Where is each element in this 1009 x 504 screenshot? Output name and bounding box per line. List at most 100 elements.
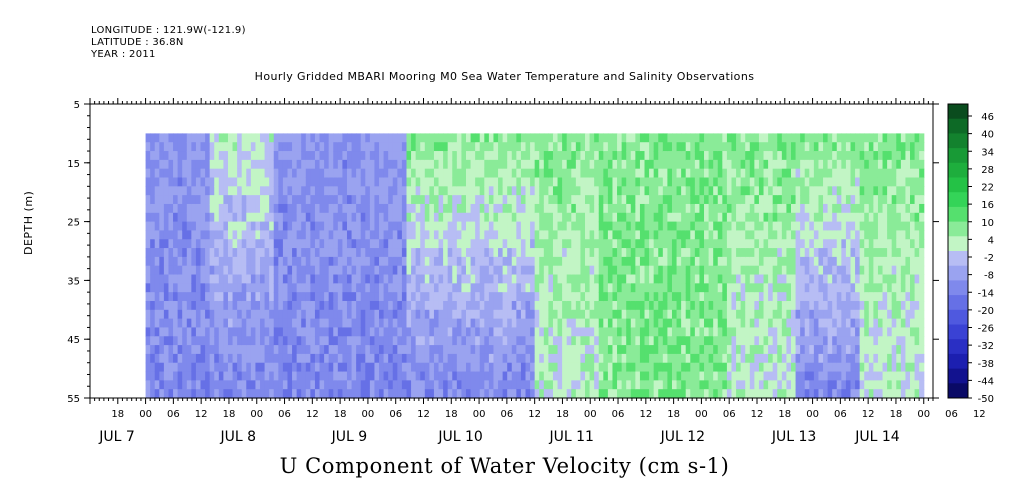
heatmap-cell [369,371,376,381]
heatmap-cell [369,345,376,355]
heatmap-cell [420,133,426,143]
heatmap-cell [635,371,641,381]
heatmap-cell [882,362,888,373]
heatmap-cell [154,239,160,249]
heatmap-cell [731,151,737,161]
heatmap-cell [630,221,636,232]
heatmap-cell [790,239,797,249]
heatmap-cell [429,256,435,267]
heatmap-cell [621,300,627,311]
heatmap-cell [383,362,389,373]
heatmap-cell [273,230,279,240]
heatmap-cell [415,230,421,240]
heatmap-cell [511,371,517,381]
heatmap-cell [305,345,311,355]
heatmap-cell [855,195,861,205]
heatmap-cell [296,168,302,179]
heatmap-cell [475,248,481,258]
heatmap-cell [516,142,522,152]
heatmap-cell [768,186,774,196]
heatmap-cell [475,371,481,381]
heatmap-cell [154,336,160,346]
heatmap-cell [896,380,902,390]
heatmap-cell [438,221,444,232]
heatmap-cell [749,159,755,170]
heatmap-cell [182,256,188,267]
heatmap-cell [740,133,746,143]
heatmap-cell [575,133,582,143]
heatmap-cell [905,168,911,179]
heatmap-cell [543,151,549,161]
heatmap-cell [223,230,229,240]
heatmap-cell [365,142,371,152]
heatmap-cell [562,159,568,170]
heatmap-cell [832,151,838,161]
heatmap-cell [896,186,902,196]
heatmap-cell [502,159,508,170]
heatmap-cell [342,177,348,187]
heatmap-cell [319,380,325,390]
heatmap-cell [818,362,824,373]
heatmap-cell [360,133,366,143]
heatmap-cell [864,248,870,258]
heatmap-cell [882,318,888,329]
heatmap-cell [269,265,275,276]
heatmap-cell [173,177,179,187]
heatmap-cell [200,151,206,161]
heatmap-cell [873,283,879,293]
heatmap-cell [310,133,316,143]
heatmap-cell [566,195,572,205]
heatmap-cell [484,159,490,170]
heatmap-cell [475,230,481,240]
heatmap-cell [644,300,650,311]
heatmap-cell [351,336,357,346]
heatmap-cell [415,265,421,276]
heatmap-cell [786,239,792,249]
heatmap-cell [456,353,463,364]
heatmap-cell [658,380,664,390]
heatmap-cell [205,274,211,284]
heatmap-cell [644,142,650,152]
heatmap-cell [241,230,247,240]
heatmap-cell [896,309,902,320]
heatmap-cell [900,292,907,302]
heatmap-cell [433,168,440,179]
heatmap-cell [749,230,755,240]
heatmap-cell [333,318,339,329]
heatmap-cell [502,274,508,284]
heatmap-cell [585,168,591,179]
heatmap-cell [736,362,742,373]
heatmap-cell [580,142,586,152]
heatmap-cell [324,389,330,399]
heatmap-cell [168,309,174,320]
heatmap-cell [726,353,733,364]
heatmap-cell [662,345,669,355]
heatmap-cell [182,283,188,293]
heatmap-cell [383,353,389,364]
heatmap-cell [200,274,206,284]
heatmap-cell [182,203,188,214]
heatmap-cell [841,345,847,355]
heatmap-cell [443,283,449,293]
heatmap-cell [877,203,884,214]
heatmap-cell [237,389,243,399]
heatmap-cell [603,248,609,258]
heatmap-cell [488,203,495,214]
heatmap-cell [548,292,554,302]
heatmap-cell [191,142,197,152]
heatmap-cell [397,212,403,223]
heatmap-cell [145,292,151,302]
heatmap-cell [205,177,211,187]
heatmap-cell [383,300,389,311]
heatmap-cell [182,186,188,196]
heatmap-cell [617,283,623,293]
heatmap-cell [868,274,874,284]
heatmap-cell [525,345,531,355]
heatmap-cell [319,256,325,267]
heatmap-cell [667,345,673,355]
heatmap-cell [786,292,792,302]
heatmap-cell [795,345,801,355]
heatmap-cell [539,362,545,373]
heatmap-cell [763,212,769,223]
heatmap-cell [150,256,156,267]
